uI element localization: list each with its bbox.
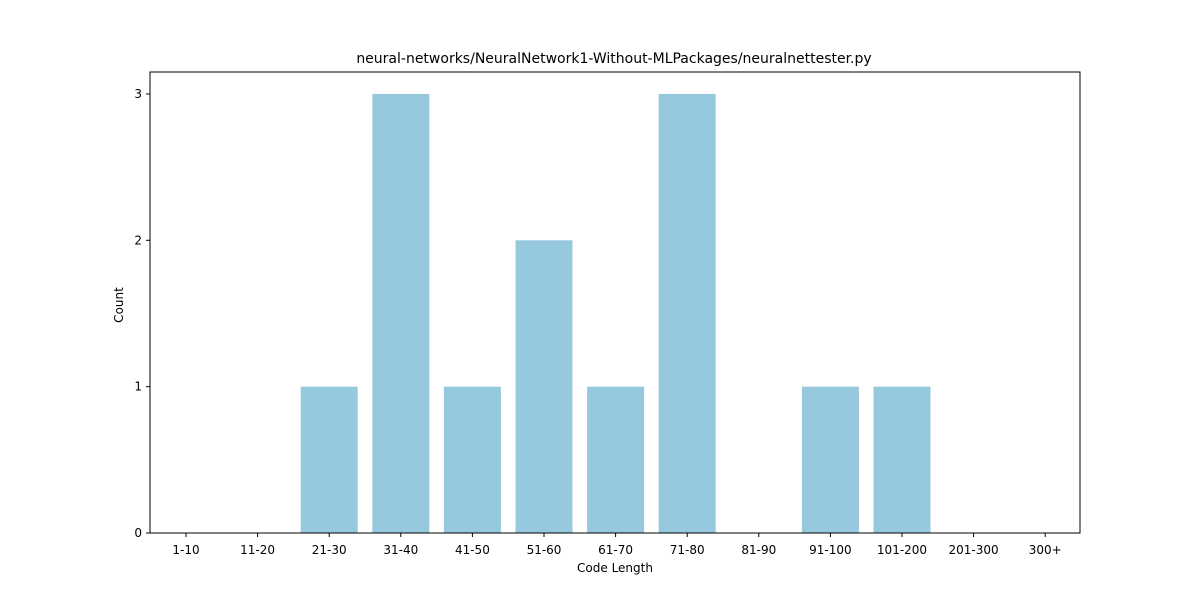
y-tick-label: 2 — [134, 233, 142, 247]
x-axis: 1-10 11-20 21-30 31-40 41-50 51-60 61-70 71-80 8… — [172, 533, 1062, 557]
x-axis-label: Code Length — [577, 561, 653, 575]
x-tick-label: 11-20 — [240, 543, 275, 557]
x-tick-label: 1-10 — [172, 543, 199, 557]
plot-frame — [149, 71, 1081, 534]
x-tick-label: 51-60 — [527, 543, 562, 557]
chart-title: neural-networks/NeuralNetwork1-Without-M… — [356, 51, 871, 67]
x-tick-label: 91-100 — [809, 543, 852, 557]
y-axis-label: Count — [112, 287, 126, 323]
x-tick-label: 41-50 — [455, 543, 490, 557]
bar-71-80 — [658, 93, 716, 533]
bar-51-60 — [515, 240, 573, 534]
x-tick-label: 61-70 — [598, 543, 633, 557]
x-tick-label: 81-90 — [741, 543, 776, 557]
y-tick-label: 1 — [134, 380, 142, 394]
bars-group — [300, 93, 931, 534]
x-tick-label: 201-300 — [949, 543, 999, 557]
bar-101-200 — [873, 386, 931, 533]
bar-41-50 — [443, 386, 501, 533]
bar-21-30 — [300, 386, 358, 533]
y-tick-label: 3 — [134, 87, 142, 101]
bar-61-70 — [587, 386, 645, 533]
bar-91-100 — [801, 386, 859, 533]
y-tick-label: 0 — [134, 526, 142, 540]
bar-31-40 — [372, 93, 430, 533]
x-tick-label: 21-30 — [312, 543, 347, 557]
y-axis: 0 1 2 3 — [134, 87, 150, 540]
x-tick-label: 71-80 — [670, 543, 705, 557]
x-tick-label: 300+ — [1029, 543, 1062, 557]
x-tick-label: 101-200 — [877, 543, 927, 557]
x-tick-label: 31-40 — [383, 543, 418, 557]
